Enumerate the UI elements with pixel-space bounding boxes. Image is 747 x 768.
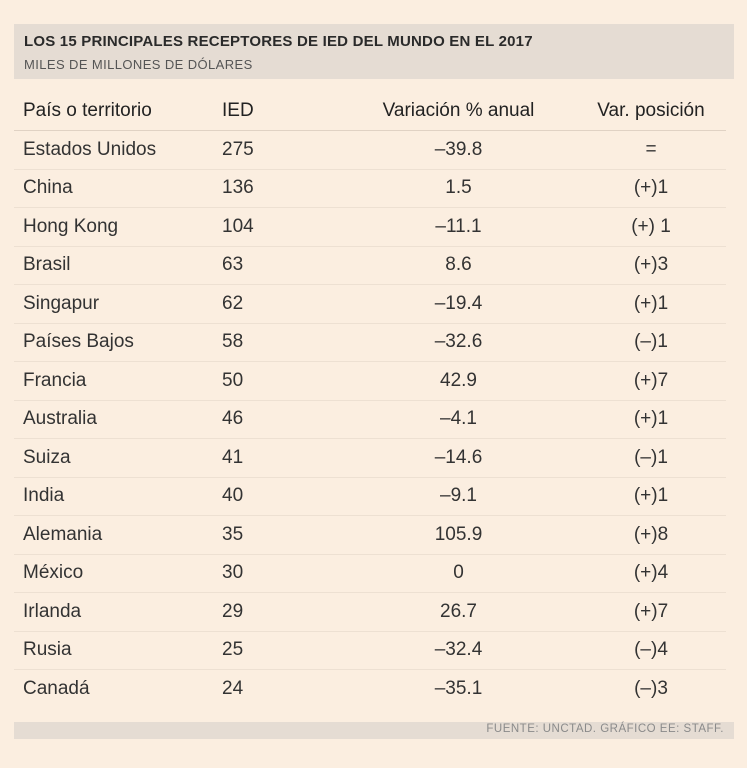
chart-title: LOS 15 PRINCIPALES RECEPTORES DE IED DEL… [24,33,533,50]
chart-subtitle: MILES DE MILLONES DE DÓLARES [24,57,253,72]
column-header-position: Var. posición [576,92,726,131]
cell-country: Singapur [14,284,222,324]
cell-position: (–)3 [634,677,668,699]
column-header-variation: Variación % anual [341,92,576,131]
cell-variation: 8.6 [341,246,576,285]
source-note: FUENTE: UNCTAD. GRÁFICO EE: STAFF. [486,723,724,735]
table-row: Rusia 25 –32.4 (–)4 [14,631,726,670]
cell-position: (+)1 [576,400,726,439]
cell-country: Rusia [14,631,222,670]
header-row: País o territorio IED Variación % anual … [14,92,726,131]
cell-country: Irlanda [14,592,222,632]
cell-variation: –14.6 [341,438,576,478]
table-row: Países Bajos 58 –32.6 (–)1 [14,323,726,362]
cell-variation: –4.1 [341,400,576,439]
cell-ied: 24 [222,677,244,699]
cell-variation: –11.1 [341,207,576,247]
table-row: China 136 1.5 (+)1 [14,169,726,208]
table-row: Singapur 62 –19.4 (+)1 [14,284,726,324]
cell-ied: 136 [222,169,341,208]
cell-variation: –35.1 [434,677,483,699]
data-table: País o territorio IED Variación % anual … [14,92,726,708]
cell-country: India [14,477,222,516]
table-row: India 40 –9.1 (+)1 [14,477,726,516]
cell-ied: 50 [222,361,341,401]
cell-country: Francia [14,361,222,401]
cell-variation: –19.4 [341,284,576,324]
cell-ied: 35 [222,515,341,555]
cell-country: Canadá [23,677,90,699]
cell-country: Países Bajos [14,323,222,362]
cell-position: (+)8 [576,515,726,555]
cell-position: (–)1 [576,323,726,362]
cell-country: Hong Kong [14,207,222,247]
cell-position: (+)4 [576,554,726,593]
cell-ied: 30 [222,554,341,593]
cell-variation: –32.4 [341,631,576,670]
column-header-ied: IED [222,92,341,131]
cell-ied: 25 [222,631,341,670]
cell-ied: 46 [222,400,341,439]
cell-country: Estados Unidos [14,130,222,170]
cell-variation: 0 [341,554,576,593]
cell-country: China [14,169,222,208]
table-row: Suiza 41 –14.6 (–)1 [14,438,726,478]
cell-ied: 63 [222,246,341,285]
cell-country: Suiza [14,438,222,478]
footer-band: FUENTE: UNCTAD. GRÁFICO EE: STAFF. [14,722,734,739]
cell-position: (+)3 [576,246,726,285]
cell-country: Australia [14,400,222,439]
cell-variation: –39.8 [341,130,576,170]
table-row: Australia 46 –4.1 (+)1 [14,400,726,439]
cell-ied: 275 [222,130,341,170]
cell-position: (+)1 [576,169,726,208]
table-row: Hong Kong 104 –11.1 (+) 1 [14,207,726,247]
cell-position: (+)7 [576,592,726,632]
table-row: Irlanda 29 26.7 (+)7 [14,592,726,632]
table-row: México 30 0 (+)4 [14,554,726,593]
table-row: Alemania 35 105.9 (+)8 [14,515,726,555]
cell-variation: 42.9 [341,361,576,401]
cell-position: = [576,130,726,170]
table-row: Brasil 63 8.6 (+)3 [14,246,726,285]
cell-position: (+)7 [576,361,726,401]
cell-country: Brasil [14,246,222,285]
cell-position: (–)1 [576,438,726,478]
table-row: Estados Unidos 275 –39.8 = [14,130,726,170]
cell-country: Alemania [14,515,222,555]
cell-variation: –9.1 [341,477,576,516]
cell-position: (+)1 [576,477,726,516]
cell-country: México [14,554,222,593]
cell-ied: 104 [222,207,341,247]
cell-position: (+)1 [576,284,726,324]
cell-variation: 1.5 [341,169,576,208]
cell-variation: 26.7 [341,592,576,632]
table-row: Canadá 24 –35.1 (–)3 [14,670,726,708]
cell-variation: 105.9 [341,515,576,555]
column-header-country: País o territorio [14,92,222,131]
cell-position: (–)4 [576,631,726,670]
cell-variation: –32.6 [341,323,576,362]
cell-ied: 62 [222,284,341,324]
cell-ied: 29 [222,592,341,632]
table-row: Francia 50 42.9 (+)7 [14,361,726,401]
cell-ied: 58 [222,323,341,362]
cell-position: (+) 1 [576,207,726,247]
header-band: LOS 15 PRINCIPALES RECEPTORES DE IED DEL… [14,24,734,79]
table-body: Estados Unidos 275 –39.8 = China 136 1.5 (+)1 Ho… [14,130,726,708]
cell-ied: 40 [222,477,341,516]
cell-ied: 41 [222,438,341,478]
